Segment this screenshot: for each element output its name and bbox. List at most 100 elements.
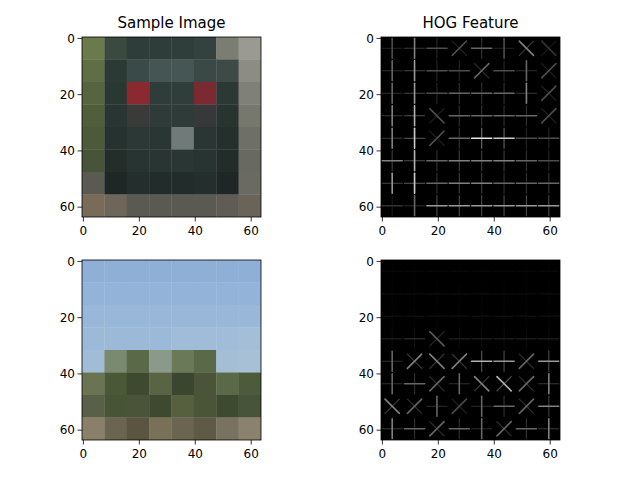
hog-orientation: [503, 38, 505, 58]
hog-cell: [539, 419, 559, 439]
hog-cell: [472, 284, 492, 304]
hog-cell: [404, 306, 424, 326]
image-cell: [104, 150, 127, 173]
y-tick-label: 40: [60, 144, 75, 158]
hog-orientation: [414, 173, 416, 193]
hog-orientation: [449, 270, 469, 272]
hog-cell: [494, 128, 514, 148]
hog-cell: [404, 61, 424, 81]
hog-orientation: [427, 182, 447, 184]
hog-cell: [449, 61, 469, 81]
image-cell: [239, 172, 261, 195]
image-cell: [104, 418, 127, 441]
hog-orientation: [542, 64, 556, 78]
hog-orientation: [459, 374, 461, 394]
hog-cell: [494, 306, 514, 326]
image-cell: [104, 37, 127, 60]
hog-orientation: [414, 128, 416, 148]
hog-cell: [427, 284, 447, 304]
background: [0, 0, 640, 478]
image-cell: [216, 172, 239, 195]
figure: 02040600204060Sample Image02040600204060…: [0, 0, 640, 478]
hog-orientation: [472, 137, 492, 139]
hog-cell: [472, 151, 492, 171]
hog-minor-orientation: [519, 377, 533, 391]
image-cell: [82, 195, 105, 218]
image-cell: [172, 150, 195, 173]
hog-cell: [542, 41, 556, 55]
image-cell: [82, 127, 105, 150]
image-cell: [82, 373, 105, 396]
hog-orientation: [539, 315, 559, 317]
hog-cell: [472, 396, 492, 416]
image-cell: [239, 195, 261, 218]
hog-cell: [452, 354, 466, 368]
y-tick-label: 40: [60, 367, 75, 381]
hog-orientation: [539, 137, 559, 139]
y-tick: [78, 94, 83, 95]
image-cell: [194, 283, 217, 306]
image-cell: [82, 260, 105, 283]
hog-cell: [449, 261, 469, 281]
hog-cell: [382, 151, 402, 171]
hog-cell: [404, 261, 424, 281]
hog-cell: [382, 173, 402, 193]
image-cell: [127, 418, 150, 441]
image-cell: [194, 350, 217, 373]
axes-title: HOG Feature: [422, 14, 518, 32]
image-cell: [172, 260, 195, 283]
hog-orientation: [427, 92, 447, 94]
hog-cell: [497, 377, 511, 391]
hog-minor-orientation: [475, 377, 489, 391]
image-cell: [104, 195, 127, 218]
hog-cell: [539, 351, 559, 371]
hog-orientation: [404, 270, 424, 272]
x-tick: [195, 440, 196, 445]
axes-frame: [82, 37, 261, 217]
hog-minor-orientation: [542, 86, 556, 100]
image-cell: [216, 260, 239, 283]
image-cell: [216, 283, 239, 306]
image-cell: [216, 127, 239, 150]
image-cell: [172, 395, 195, 418]
hog-orientation: [427, 160, 447, 162]
hog-orientation: [430, 131, 444, 145]
hog-orientation: [539, 338, 559, 340]
image-cell: [239, 395, 261, 418]
hog-orientation: [472, 293, 492, 295]
hog-orientation: [516, 160, 536, 162]
hog-minor-orientation: [407, 354, 421, 368]
hog-orientation: [449, 160, 469, 162]
image-cell: [239, 105, 261, 128]
hog-cell: [494, 83, 514, 103]
hog-orientation: [548, 374, 550, 394]
image-cell: [127, 37, 150, 60]
hog-cell: [449, 419, 469, 439]
hog-orientation: [542, 109, 556, 123]
hog-cell: [382, 61, 402, 81]
y-tick-label: 20: [359, 311, 374, 325]
hog-orientation: [452, 354, 466, 368]
hog-cell: [494, 396, 514, 416]
y-tick-label: 0: [67, 255, 75, 269]
hog-orientation: [382, 293, 402, 295]
hog-orientation: [472, 360, 492, 362]
hog-minor-orientation: [542, 64, 556, 78]
hog-cell: [472, 261, 492, 281]
x-tick: [494, 440, 495, 445]
hog-orientation: [539, 160, 559, 162]
hog-orientation: [382, 205, 402, 207]
hog-cell: [494, 38, 514, 58]
image-cell: [216, 418, 239, 441]
image-cell: [149, 82, 172, 105]
x-tick-label: 0: [379, 447, 387, 461]
y-tick: [377, 317, 382, 318]
hog-cell: [516, 284, 536, 304]
hog-cell: [427, 61, 447, 81]
x-tick-label: 60: [244, 224, 259, 238]
image-cell: [149, 283, 172, 306]
x-tick: [251, 440, 252, 445]
hog-cell: [497, 422, 511, 436]
image-cell: [194, 37, 217, 60]
hog-cell: [494, 351, 514, 371]
